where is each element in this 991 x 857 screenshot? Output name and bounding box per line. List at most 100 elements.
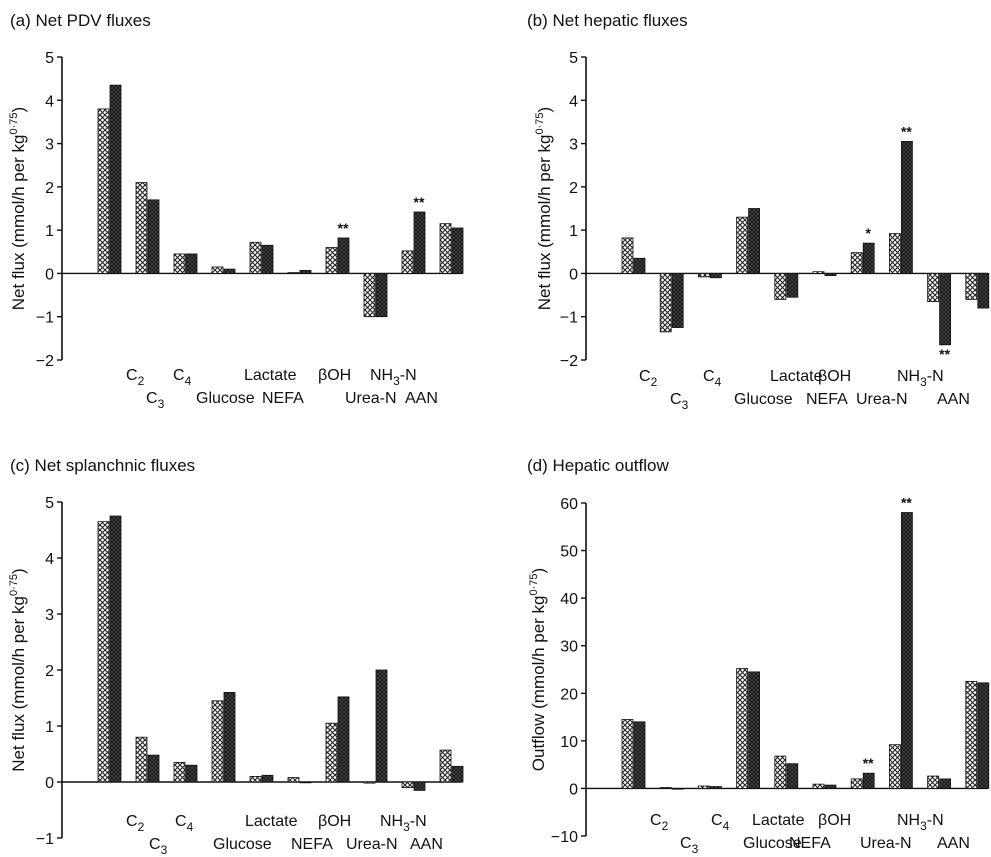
category-label-subscript: 3 — [682, 398, 689, 412]
bar-series-1 — [439, 223, 452, 274]
bar-series-1 — [965, 680, 978, 789]
bar-series-2 — [261, 774, 274, 783]
bar-series-2 — [223, 692, 236, 783]
category-label-base: C — [650, 812, 662, 829]
category-label-subscript: 3 — [158, 397, 165, 411]
y-axis-label-text: Net flux (mmol/h per kg — [9, 596, 28, 772]
y-tick-label: 3 — [45, 607, 54, 624]
bar-series-1 — [211, 700, 224, 783]
bar-series-1 — [621, 719, 634, 789]
bar-series-2 — [710, 273, 722, 279]
panel-splanchnic-fluxes: (c) Net splanchnic fluxes Net flux (mmol/… — [8, 456, 464, 857]
category-label: Lactate — [752, 812, 805, 829]
category-label-tail: -N — [927, 368, 944, 385]
category-label-base: AAN — [937, 391, 970, 408]
bar-series-2 — [671, 788, 684, 790]
bar-series-2 — [977, 682, 990, 789]
bar-series-2 — [939, 778, 951, 789]
bar-series-2 — [261, 244, 274, 274]
category-label-subscript: 2 — [662, 819, 669, 833]
category-label: Glucose — [196, 390, 255, 407]
category-label-tail: -N — [400, 367, 417, 384]
category-label-base: C — [146, 390, 158, 407]
category-label-subscript: 4 — [187, 820, 194, 834]
significance-marker: ** — [863, 755, 874, 771]
category-label-base: Lactate — [245, 813, 298, 830]
y-tick-label: 60 — [560, 496, 578, 513]
bar-series-2 — [413, 211, 426, 274]
category-label: C4 — [703, 368, 722, 389]
y-tick-label: 50 — [560, 544, 578, 561]
category-label-base: C — [173, 367, 185, 384]
category-label-base: βOH — [818, 368, 851, 385]
y-tick-label: 4 — [45, 93, 54, 110]
category-label-subscript: 2 — [138, 820, 145, 834]
category-label: C3 — [146, 390, 165, 411]
bar-series-1 — [927, 273, 939, 302]
category-label: C3 — [149, 836, 168, 857]
bar-series-1 — [812, 783, 825, 789]
category-label: NH3-N — [370, 367, 417, 388]
category-label: βOH — [818, 812, 851, 829]
bar-series-1 — [363, 273, 376, 318]
y-tick-label: 2 — [45, 663, 54, 680]
bar-series-2 — [451, 765, 464, 783]
y-tick-label: 5 — [45, 50, 54, 67]
bar-series-2 — [748, 671, 760, 789]
bar-series-2 — [299, 781, 312, 784]
category-label-base: NEFA — [262, 390, 304, 407]
y-tick-label: 10 — [560, 734, 578, 751]
bar-series-2 — [337, 696, 350, 783]
y-tick-label: 0 — [45, 775, 54, 792]
category-label: AAN — [410, 836, 443, 853]
bar-series-1 — [401, 781, 414, 788]
y-axis-label-exponent: 0·75 — [8, 112, 20, 134]
bar-series-1 — [173, 253, 186, 274]
category-label: Lactate — [770, 368, 823, 385]
category-label: C2 — [126, 813, 145, 834]
category-label: βOH — [818, 368, 851, 385]
bar-series-1 — [889, 233, 901, 274]
bar-series-2 — [413, 781, 426, 791]
category-label-base: C — [126, 813, 138, 830]
bar-series-2 — [633, 721, 646, 789]
bar-series-1 — [97, 521, 110, 783]
y-tick-label: −1 — [36, 310, 54, 327]
bar-series-1 — [659, 787, 672, 789]
bar-series-1 — [812, 271, 825, 274]
category-label-base: C — [680, 835, 692, 852]
significance-marker: ** — [338, 220, 349, 236]
category-label-base: Urea-N — [345, 390, 397, 407]
y-tick-label: 40 — [560, 591, 578, 608]
bar-series-2 — [862, 242, 875, 274]
y-tick-label: −1 — [560, 310, 578, 327]
significance-marker: ** — [414, 194, 425, 210]
y-axis-label: Net flux (mmol/h per kg0·75) — [8, 107, 28, 310]
category-label: C3 — [680, 835, 699, 856]
category-label: AAN — [937, 835, 970, 852]
bar-series-1 — [363, 781, 376, 784]
category-label: NEFA — [806, 391, 848, 408]
bar-series-1 — [287, 777, 300, 783]
y-tick-label: 4 — [45, 551, 54, 568]
bar-series-1 — [439, 749, 452, 783]
category-label: Lactate — [244, 367, 297, 384]
category-label-subscript: 3 — [403, 820, 410, 834]
category-label-tail: -N — [927, 812, 944, 829]
bar-series-2 — [786, 273, 799, 298]
bar-series-2 — [786, 763, 799, 789]
y-axis-label-exponent: 0·75 — [8, 574, 20, 596]
category-label-base: Glucose — [213, 836, 272, 853]
category-label-subscript: 3 — [920, 819, 927, 833]
significance-marker: * — [865, 225, 871, 241]
panel-title: (a) Net PDV fluxes — [10, 11, 151, 30]
bar-series-2 — [109, 84, 122, 274]
y-tick-label: 0 — [569, 781, 578, 798]
y-axis-label: Outflow (mmol/h per kg0·75) — [528, 568, 548, 771]
category-label-base: AAN — [410, 836, 443, 853]
bar-series-2 — [109, 515, 122, 783]
y-axis-label-exponent: 0·75 — [528, 573, 540, 595]
bar-series-1 — [927, 775, 939, 789]
bar-series-1 — [621, 237, 634, 274]
bar-series-2 — [977, 273, 990, 309]
